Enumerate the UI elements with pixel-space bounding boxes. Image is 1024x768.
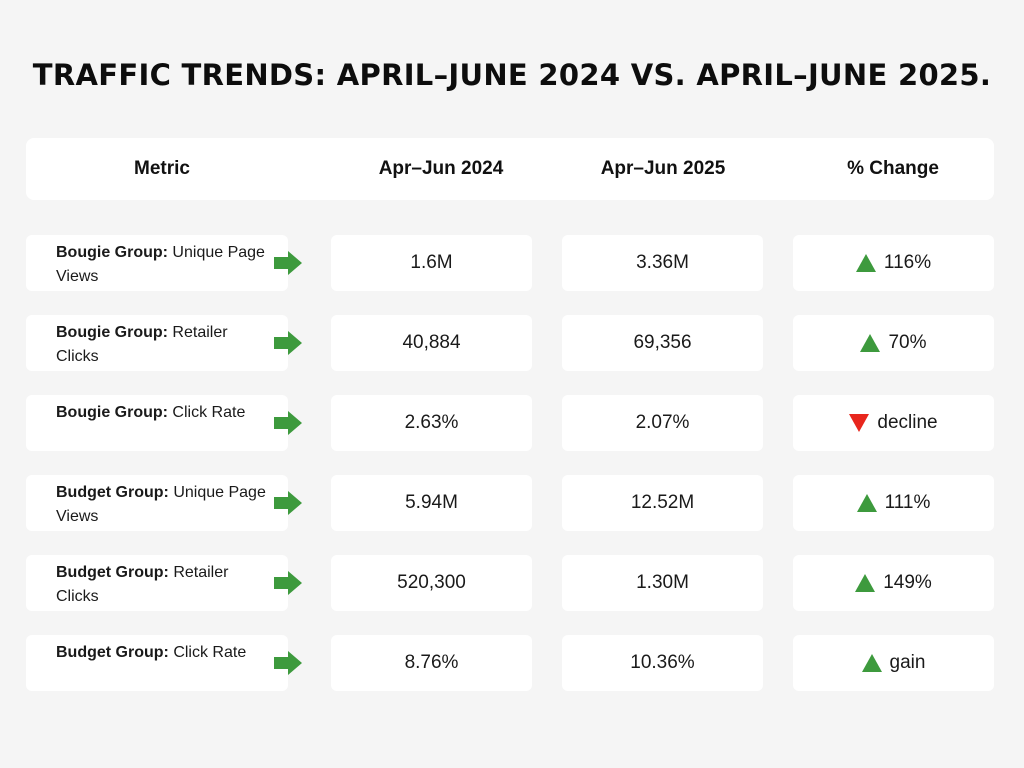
right-arrow-icon bbox=[274, 651, 302, 675]
value-2025: 10.36% bbox=[562, 635, 763, 691]
change-cell: gain bbox=[793, 635, 994, 691]
value-2024: 2.63% bbox=[331, 395, 532, 451]
table-row: Bougie Group: Click Rate 2.63% 2.07% declin… bbox=[0, 395, 1024, 451]
table-row: Budget Group: Unique Page Views 5.94M 12.5… bbox=[0, 475, 1024, 531]
table-row: Bougie Group: Unique Page Views 1.6M 3.36M… bbox=[0, 235, 1024, 291]
value-2025: 69,356 bbox=[562, 315, 763, 371]
header-2025: Apr–Jun 2025 bbox=[600, 158, 726, 179]
table-row: Budget Group: Retailer Clicks 520,300 1.30… bbox=[0, 555, 1024, 611]
change-text: 70% bbox=[888, 332, 927, 353]
metric-group: Budget Group: bbox=[56, 564, 169, 581]
triangle-up-icon bbox=[855, 254, 876, 272]
change-value: 70% bbox=[860, 332, 927, 354]
metric-cell: Budget Group: Click Rate bbox=[26, 635, 288, 691]
metric-group: Budget Group: bbox=[56, 644, 169, 661]
metric-label: Bougie Group: Unique Page Views bbox=[56, 241, 266, 289]
triangle-up-icon bbox=[856, 494, 877, 512]
value-2025: 1.30M bbox=[562, 555, 763, 611]
value-2024: 520,300 bbox=[331, 555, 532, 611]
change-cell: 116% bbox=[793, 235, 994, 291]
change-cell: 70% bbox=[793, 315, 994, 371]
table-row: Budget Group: Click Rate 8.76% 10.36% gain bbox=[0, 635, 1024, 691]
change-text: decline bbox=[877, 412, 938, 433]
value-2025: 12.52M bbox=[562, 475, 763, 531]
metric-name: Retailer Clicks bbox=[56, 564, 229, 605]
metric-label: Bougie Group: Retailer Clicks bbox=[56, 321, 266, 369]
metric-group: Bougie Group: bbox=[56, 324, 168, 341]
metric-name: Click Rate bbox=[168, 644, 247, 661]
right-arrow-icon bbox=[274, 331, 302, 355]
change-value: 111% bbox=[856, 492, 931, 514]
triangle-up-icon bbox=[860, 334, 881, 352]
value-2024: 5.94M bbox=[331, 475, 532, 531]
value-2024: 8.76% bbox=[331, 635, 532, 691]
metric-cell: Bougie Group: Unique Page Views bbox=[26, 235, 288, 291]
triangle-down-icon bbox=[849, 414, 870, 432]
value-2024: 1.6M bbox=[331, 235, 532, 291]
right-arrow-icon bbox=[274, 251, 302, 275]
right-arrow-icon bbox=[274, 411, 302, 435]
change-value: 116% bbox=[855, 252, 932, 274]
metric-label: Budget Group: Unique Page Views bbox=[56, 481, 266, 529]
change-value: gain bbox=[861, 652, 926, 674]
metric-cell: Budget Group: Unique Page Views bbox=[26, 475, 288, 531]
metric-label: Budget Group: Retailer Clicks bbox=[56, 561, 266, 609]
change-value: decline bbox=[849, 412, 938, 434]
change-cell: decline bbox=[793, 395, 994, 451]
header-metric: Metric bbox=[134, 158, 190, 179]
metric-cell: Bougie Group: Retailer Clicks bbox=[26, 315, 288, 371]
chart-title: TRAFFIC TRENDS: APRIL–JUNE 2024 VS. APRI… bbox=[32, 58, 992, 92]
right-arrow-icon bbox=[274, 571, 302, 595]
metric-label: Bougie Group: Click Rate bbox=[56, 401, 266, 425]
metric-label: Budget Group: Click Rate bbox=[56, 641, 266, 665]
change-text: 116% bbox=[883, 252, 932, 273]
header-2024: Apr–Jun 2024 bbox=[378, 158, 504, 179]
value-2025: 3.36M bbox=[562, 235, 763, 291]
metric-name: Unique Page Views bbox=[56, 484, 266, 525]
right-arrow-icon bbox=[274, 491, 302, 515]
triangle-up-icon bbox=[855, 574, 876, 592]
value-2024: 40,884 bbox=[331, 315, 532, 371]
metric-cell: Budget Group: Retailer Clicks bbox=[26, 555, 288, 611]
change-text: 149% bbox=[883, 572, 932, 593]
change-cell: 149% bbox=[793, 555, 994, 611]
change-text: 111% bbox=[884, 492, 931, 513]
metric-name: Retailer Clicks bbox=[56, 324, 228, 365]
header-change: % Change bbox=[847, 158, 939, 179]
metric-name: Unique Page Views bbox=[56, 244, 265, 285]
change-text: gain bbox=[889, 652, 926, 673]
metric-cell: Bougie Group: Click Rate bbox=[26, 395, 288, 451]
change-value: 149% bbox=[855, 572, 932, 594]
metric-group: Bougie Group: bbox=[56, 244, 168, 261]
value-2025: 2.07% bbox=[562, 395, 763, 451]
metric-name: Click Rate bbox=[167, 404, 246, 421]
metric-group: Budget Group: bbox=[56, 484, 169, 501]
table-row: Bougie Group: Retailer Clicks 40,884 69,35… bbox=[0, 315, 1024, 371]
triangle-up-icon bbox=[861, 654, 882, 672]
table-header: Metric Apr–Jun 2024 Apr–Jun 2025 % Chang… bbox=[26, 138, 994, 200]
metric-group: Bougie Group: bbox=[56, 404, 168, 421]
change-cell: 111% bbox=[793, 475, 994, 531]
